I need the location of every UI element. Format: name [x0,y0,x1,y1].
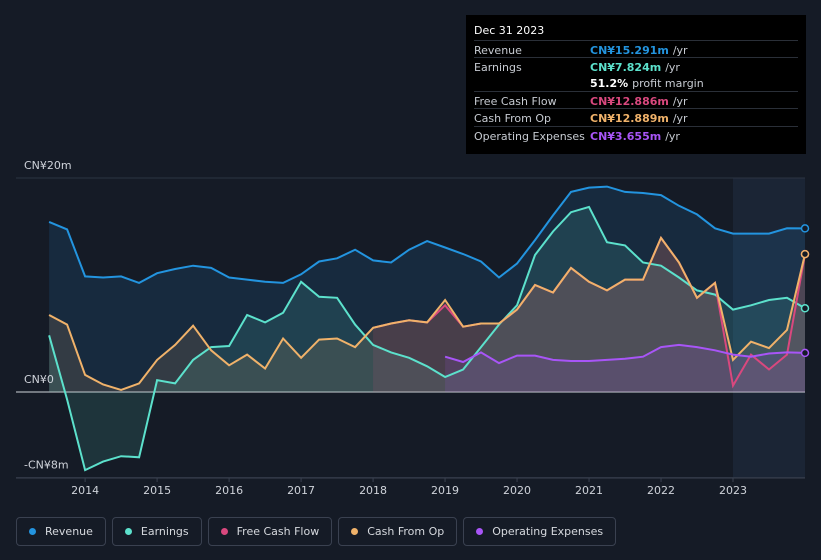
tooltip-unit: /yr [672,112,688,125]
x-tick-label: 2016 [215,484,243,497]
legend-label: Earnings [140,525,189,538]
tooltip-unit: /yr [665,130,680,143]
tooltip-row: 51.2% profit margin [474,74,798,91]
legend-label: Cash From Op [367,525,445,538]
tooltip-row: Operating Expenses CN¥3.655m/yr [474,126,798,144]
tooltip-label: Earnings [474,61,522,74]
tooltip-value-text: CN¥12.889m [590,112,669,125]
area [49,186,806,392]
tooltip-value: CN¥12.889m/yr [590,112,688,125]
legend: Revenue Earnings Free Cash Flow Cash From O… [16,517,617,546]
legend-dot [351,528,359,535]
line [444,343,806,365]
tooltip-unit: /yr [672,95,688,108]
end-dot [800,304,810,313]
tooltip-value: CN¥3.655m/yr [590,130,680,143]
x-tick-label: 2021 [575,484,603,497]
areas [49,186,806,471]
x-tick-label: 2018 [359,484,387,497]
legend-dot [29,528,36,535]
tooltip-unit: profit margin [632,77,704,90]
tooltip-unit: /yr [665,61,680,74]
x-tick-label: 2017 [287,484,315,497]
tooltip: Dec 31 2023 Revenue CN¥15.291m/yr Earnings… [466,15,806,154]
legend-dot [124,528,132,535]
tooltip-value-text: CN¥3.655m [590,130,662,143]
x-tick-label: 2019 [431,484,459,497]
y-tick-label: CN¥0 [24,373,54,386]
x-tick-label: 2020 [503,484,531,497]
tooltip-value-text: CN¥12.886m [590,95,669,108]
line [48,205,806,472]
tooltip-value: CN¥15.291m/yr [590,44,688,57]
legend-label: Operating Expenses [492,525,604,538]
tooltip-row: Revenue CN¥15.291m/yr [474,40,798,58]
legend-item[interactable]: Free Cash Flow [207,517,333,546]
tooltip-value: CN¥7.824m/yr [590,61,680,74]
tooltip-value: 51.2% profit margin [590,77,704,90]
end-dot [800,249,810,259]
tooltip-row: Cash From Op CN¥12.889m/yr [474,108,798,126]
legend-item[interactable]: Cash From Op [338,517,458,546]
line [48,185,806,284]
line [48,235,806,391]
tooltip-label: Operating Expenses [474,130,585,143]
tooltip-value-text: CN¥7.824m [590,61,662,74]
x-tick-label: 2015 [143,484,171,497]
legend-dot [476,528,484,535]
end-dot [800,348,810,358]
legend-item[interactable]: Operating Expenses [463,517,617,546]
legend-item[interactable]: Revenue [16,517,106,546]
legend-label: Free Cash Flow [236,525,320,538]
tooltip-label: Cash From Op [474,112,552,125]
y-tick-label: -CN¥8m [24,459,69,472]
tooltip-label: Revenue [474,44,522,57]
area [49,237,806,392]
x-tick-label: 2014 [71,484,99,497]
legend-item[interactable]: Earnings [111,517,202,546]
legend-dot [220,528,228,535]
y-tick-label: CN¥20m [24,159,72,172]
lines [48,185,810,472]
x-tick-label: 2023 [719,484,747,497]
legend-label: Revenue [45,525,93,538]
tooltip-row: Earnings CN¥7.824m/yr [474,57,798,75]
tooltip-label: Free Cash Flow [474,95,557,108]
area [49,206,806,471]
tooltip-row: Free Cash Flow CN¥12.886m/yr [474,91,798,109]
tooltip-unit: /yr [672,44,688,57]
tooltip-value-text: CN¥15.291m [590,44,669,57]
area [445,344,805,392]
x-tick-label: 2022 [647,484,675,497]
tooltip-value-text: 51.2% [590,77,629,90]
tooltip-date: Dec 31 2023 [474,24,545,37]
tooltip-value: CN¥12.886m/yr [590,95,688,108]
end-dot [800,224,810,233]
